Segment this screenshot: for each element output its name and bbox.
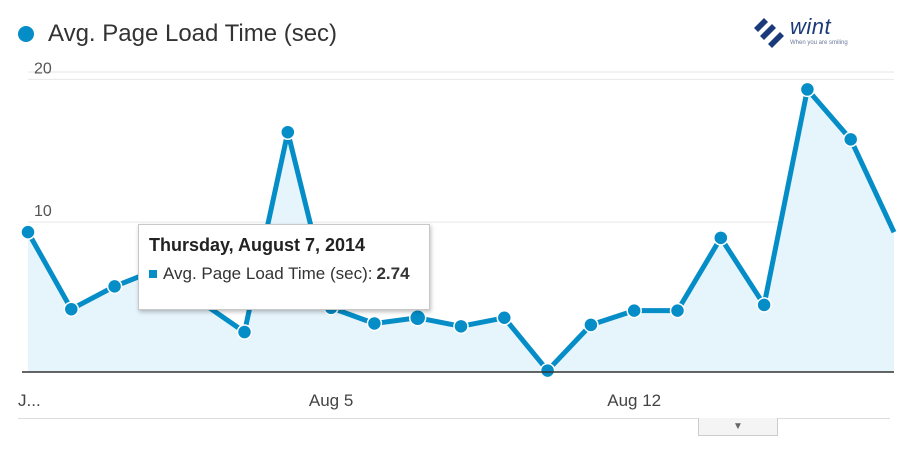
data-point (106, 278, 123, 295)
data-point (539, 362, 556, 379)
legend-series-label: Avg. Page Load Time (sec) (48, 20, 338, 47)
tooltip-series-row: Avg. Page Load Time (sec): 2.74 (149, 264, 419, 284)
data-point (756, 297, 772, 313)
range-scroll-handle[interactable]: ▼ (698, 418, 778, 436)
wint-logo-icon (754, 18, 784, 48)
data-point (366, 315, 383, 332)
data-point (842, 131, 859, 148)
series-area (28, 89, 894, 372)
data-point (20, 224, 36, 240)
data-point (236, 324, 253, 340)
tooltip-series-label: Avg. Page Load Time (sec): (163, 264, 373, 283)
x-tick-label: Aug 5 (309, 391, 353, 410)
chart-legend: Avg. Page Load Time (sec) (18, 16, 337, 52)
data-point (713, 230, 729, 246)
tooltip-value: 2.74 (376, 264, 410, 283)
tooltip-title: Thursday, August 7, 2014 (149, 235, 366, 255)
data-tooltip: Thursday, August 7, 2014 Avg. Page Load … (138, 224, 430, 310)
x-tick-label: J... (18, 391, 41, 410)
tooltip-series-swatch (149, 270, 157, 278)
bottom-divider (18, 418, 890, 419)
logo-tagline: When you are smiling (790, 40, 848, 46)
data-point (669, 302, 686, 319)
data-point (408, 309, 427, 327)
data-point (583, 317, 599, 333)
data-point (626, 302, 642, 319)
data-point (453, 318, 469, 335)
legend-series-dot (18, 26, 34, 42)
y-tick-label: 10 (34, 203, 52, 220)
x-tick-label: Aug 12 (607, 391, 661, 410)
data-point (496, 310, 513, 326)
y-tick-label: 20 (34, 60, 52, 77)
data-point (280, 124, 296, 140)
logo-brand-text: wint (790, 14, 832, 39)
chevron-down-icon: ▼ (733, 421, 743, 432)
wint-logo: wint When you are smiling (752, 14, 852, 50)
data-point (799, 81, 816, 98)
data-point (63, 301, 80, 317)
